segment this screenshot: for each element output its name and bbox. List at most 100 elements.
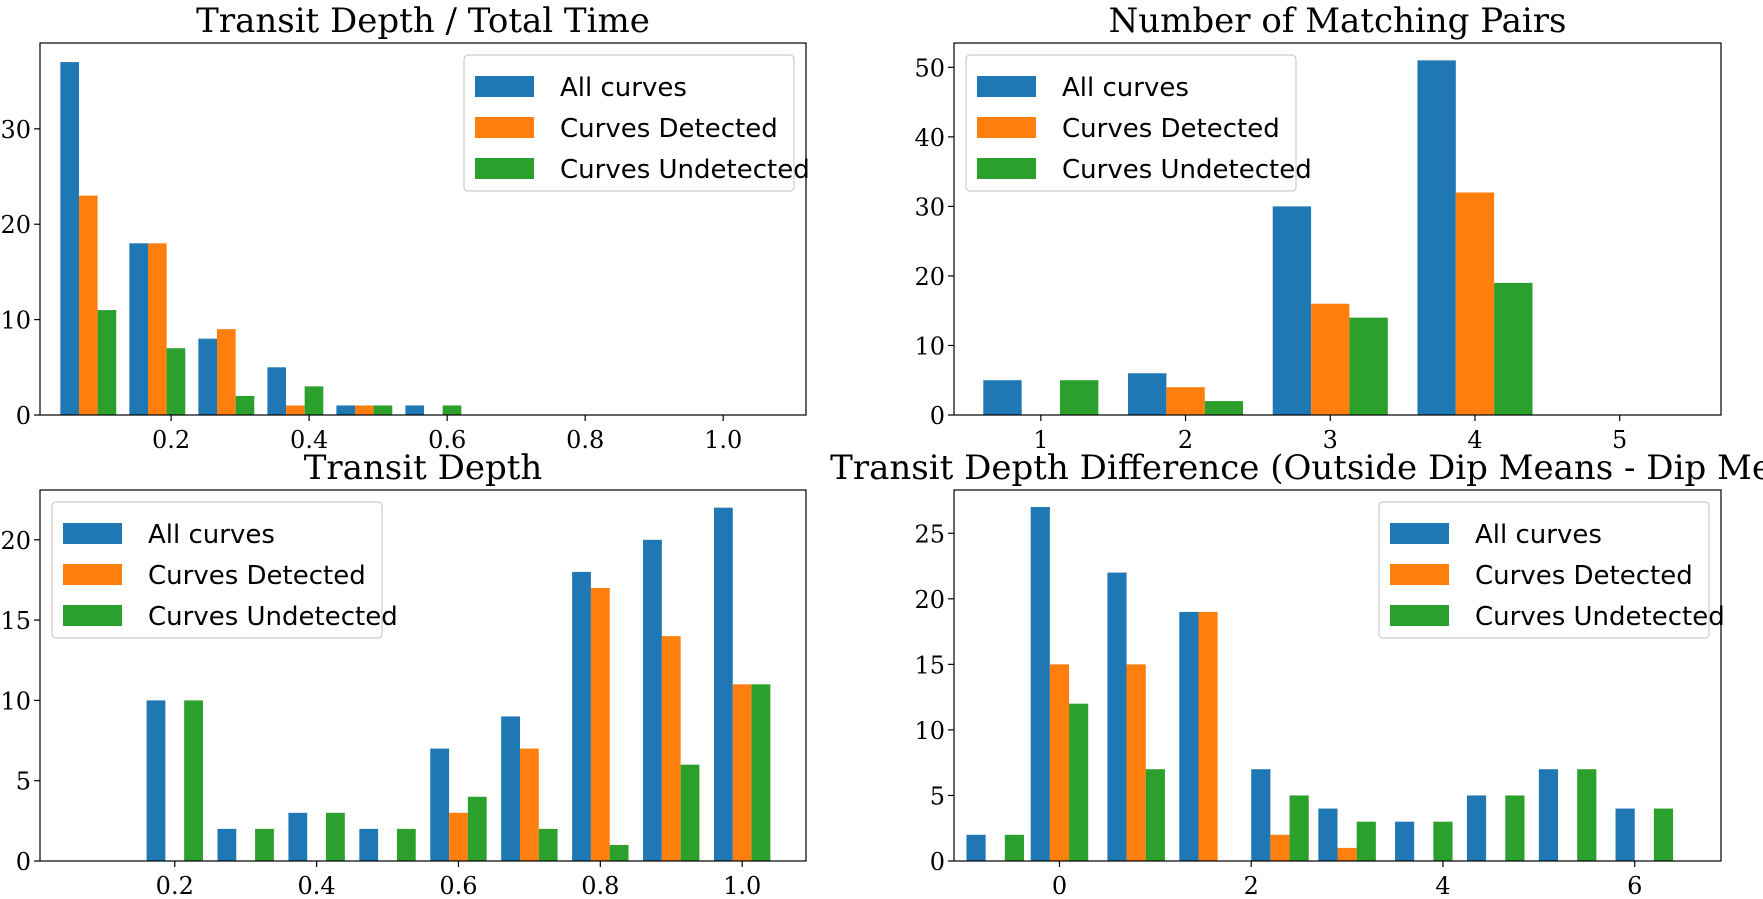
bar-all-curves (129, 243, 148, 415)
subplot-transit-depth-difference: Transit Depth Difference (Outside Dip Me… (830, 448, 1763, 899)
axes-frame (953, 42, 1722, 416)
axes-frame (39, 42, 807, 416)
legend-box (965, 54, 1297, 192)
x-tick-label: 4 (1467, 426, 1482, 454)
bar-all-curves (1318, 808, 1338, 861)
x-tick-label: 0.4 (298, 872, 336, 899)
bar-curves-detected (1198, 611, 1218, 861)
bar-curves-undetected (373, 405, 393, 415)
bar-all-curves (1179, 611, 1199, 861)
bar-curves-undetected (166, 348, 186, 415)
bar-all-curves (336, 405, 356, 415)
bar-all-curves (1395, 821, 1415, 861)
bar-curves-detected (355, 405, 374, 415)
bar-all-curves (1615, 808, 1635, 861)
legend-swatch-all-curves (475, 76, 534, 97)
x-tick-label: 0.2 (156, 872, 194, 899)
y-tick-label: 0 (16, 402, 31, 430)
legend-swatch-curves-detected (1390, 564, 1449, 585)
y-tick-label: 10 (0, 307, 31, 335)
bar-all-curves (430, 748, 450, 861)
bar-curves-detected (661, 636, 681, 861)
x-tick-label: 0.8 (566, 426, 604, 454)
bars (60, 62, 462, 415)
legend-label-curves-detected: Curves Detected (148, 561, 366, 591)
bar-curves-detected (286, 405, 305, 415)
bar-curves-detected (732, 684, 752, 861)
bar-curves-undetected (1494, 282, 1533, 415)
bar-curves-detected (1311, 303, 1350, 415)
bar-curves-undetected (1204, 401, 1244, 415)
bar-all-curves (1030, 507, 1050, 861)
x-tick-label: 0.8 (581, 872, 619, 899)
legend-swatch-curves-detected (475, 117, 534, 138)
legend-label-all-curves: All curves (1062, 73, 1189, 103)
bar-all-curves (643, 539, 662, 861)
bar-all-curves (217, 828, 237, 861)
bar-all-curves (405, 405, 425, 415)
bar-curves-undetected (1505, 795, 1525, 861)
bar-all-curves (146, 700, 166, 861)
legend-swatch-curves-detected (977, 117, 1036, 138)
y-tick-label: 0 (930, 848, 945, 876)
bar-curves-undetected (1577, 769, 1597, 861)
bar-curves-detected (449, 812, 468, 861)
legend: All curves Curves Detected Curves Undetect… (51, 501, 398, 639)
legend-label-curves-undetected: Curves Undetected (148, 602, 398, 632)
bar-curves-detected (1049, 664, 1070, 861)
subplot-transit-depth-over-total-time: Transit Depth / Total Time 0.2 0.4 0.6 0.8 1.… (0, 1, 809, 454)
chart-title: Transit Depth (304, 448, 543, 488)
bar-curves-undetected (538, 828, 558, 861)
y-tick-label: 10 (914, 717, 945, 745)
bar-all-curves (1417, 60, 1456, 415)
bar-curves-detected (1126, 664, 1146, 861)
bar-curves-undetected (255, 828, 274, 861)
y-tick-label: 30 (914, 193, 945, 221)
bar-curves-undetected (304, 386, 324, 415)
legend: All curves Curves Detected Curves Undetect… (965, 54, 1312, 192)
bar-curves-undetected (1145, 769, 1165, 861)
bar-all-curves (1538, 769, 1559, 861)
bar-all-curves (983, 380, 1022, 415)
legend-label-curves-detected: Curves Detected (1062, 114, 1280, 144)
chart-title: Transit Depth Difference (Outside Dip Me… (830, 448, 1763, 488)
bar-all-curves (966, 834, 986, 861)
legend-label-all-curves: All curves (148, 520, 275, 550)
bar-all-curves (1128, 373, 1167, 415)
legend-swatch-curves-undetected (63, 605, 122, 626)
bar-curves-undetected (396, 828, 416, 861)
x-tick-label: 3 (1323, 426, 1338, 454)
bar-all-curves (713, 507, 733, 861)
bar-curves-undetected (680, 764, 700, 861)
chart-title: Number of Matching Pairs (1109, 1, 1567, 41)
x-tick-label: 5 (1612, 426, 1627, 454)
bar-curves-detected (1337, 847, 1357, 861)
y-tick-label: 0 (930, 402, 945, 430)
bar-all-curves (60, 62, 79, 415)
bar-curves-undetected (326, 812, 345, 861)
bar-all-curves (198, 338, 218, 415)
bar-all-curves (1466, 795, 1487, 861)
axes-frame (39, 489, 807, 862)
y-tick-label: 5 (16, 768, 31, 796)
legend-swatch-all-curves (1390, 523, 1449, 544)
bar-curves-detected (1166, 387, 1205, 415)
bar-all-curves (267, 367, 287, 415)
bar-curves-detected (1270, 834, 1290, 861)
legend-label-curves-undetected: Curves Undetected (1062, 155, 1312, 185)
bar-curves-undetected (235, 395, 255, 415)
bar-curves-detected (519, 748, 539, 861)
y-tick-label: 40 (914, 124, 945, 152)
bar-curves-undetected (751, 684, 771, 861)
x-tick-label: 1.0 (704, 426, 742, 454)
legend-label-curves-detected: Curves Detected (1475, 561, 1693, 591)
legend-swatch-curves-detected (63, 564, 122, 585)
bar-curves-undetected (1356, 821, 1376, 861)
bar-curves-undetected (1349, 317, 1388, 415)
y-tick-label: 0 (16, 848, 31, 876)
legend: All curves Curves Detected Curves Undetect… (463, 54, 810, 192)
bar-curves-undetected (467, 796, 487, 861)
y-tick-label: 15 (0, 607, 31, 635)
